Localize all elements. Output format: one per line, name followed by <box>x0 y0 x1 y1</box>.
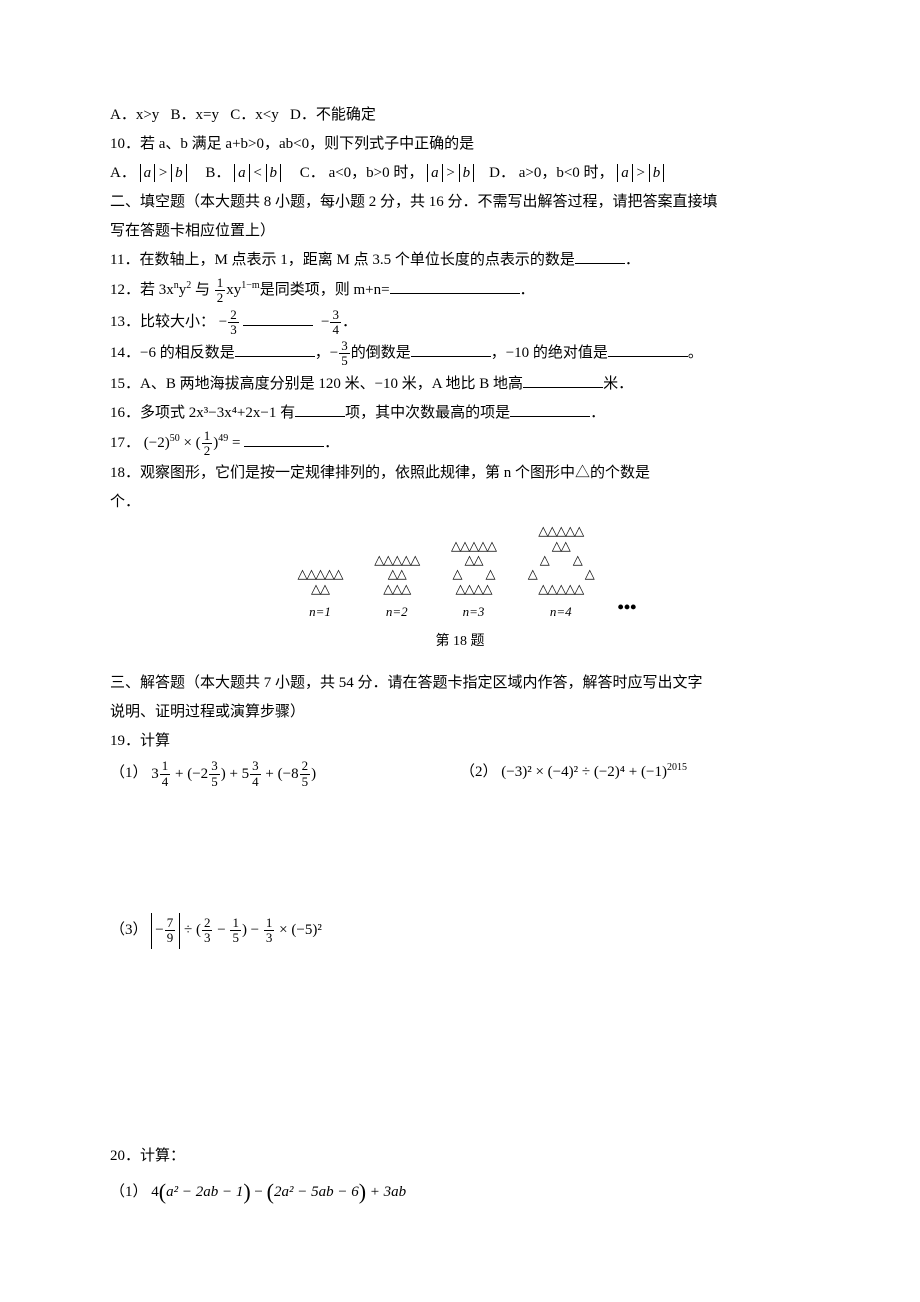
q15-a: 15．A、B 两地海拔高度分别是 120 米、−10 米，A 地比 B 地高 <box>110 376 523 392</box>
q16-a: 16．多项式 2x³−3x⁴+2x−1 有 <box>110 405 295 421</box>
q13-neg1: − <box>219 314 227 330</box>
q10-A-expr: a > b <box>140 165 187 181</box>
q10-C-text: a<0，b>0 时， <box>329 165 424 181</box>
q14-a: 14．−6 的相反数是 <box>110 345 235 361</box>
q19: 19．计算 <box>110 728 810 755</box>
q18-figure: △△△△△ △△ n=1 △△△△△ △△ △△△ n=2 △△△△△ △△ △… <box>110 524 810 623</box>
q13-f1: 23 <box>228 308 239 338</box>
q15: 15．A、B 两地海拔高度分别是 120 米、−10 米，A 地比 B 地高 米． <box>110 371 810 398</box>
q18-b: 个． <box>110 489 810 516</box>
q18-caption: 第 18 题 <box>110 629 810 654</box>
q19-row: （1） 314 + (−235) + 534 + (−825) （2） (−3)… <box>110 757 810 791</box>
q13-f2: 34 <box>330 308 341 338</box>
q19-2: （2） (−3)² × (−4)² ÷ (−2)⁴ + (−1)2015 <box>460 759 810 789</box>
q20: 20．计算： <box>110 1143 810 1170</box>
q12-a: 12．若 3x <box>110 282 174 298</box>
q13: 13．比较大小： −23 −34． <box>110 308 810 338</box>
q19-1: （1） 314 + (−235) + 534 + (−825) <box>110 759 460 789</box>
q12-e: 是同类项，则 m+n= <box>260 282 390 298</box>
q20-1: （1） 4(a² − 2ab − 1) − (2a² − 5ab − 6) + … <box>110 1172 810 1212</box>
q19-3: （3） −79 ÷ (23 − 15) − 13 × (−5)² <box>110 913 810 949</box>
q16: 16．多项式 2x³−3x⁴+2x−1 有 项，其中次数最高的项是 ． <box>110 400 810 427</box>
fig-n1: △△△△△ △△ n=1 <box>298 567 343 623</box>
q13-end: ． <box>342 314 357 330</box>
q13-blank <box>243 310 313 326</box>
q19-3-label: （3） <box>110 922 148 938</box>
q20-1-expr: 4(a² − 2ab − 1) − (2a² − 5ab − 6) + 3ab <box>151 1184 406 1200</box>
q17-expr: (−2)50 × (12)49 = <box>144 435 244 451</box>
q10-B-label: B． <box>205 165 230 181</box>
q10-options: A． a > b B． a < b C． a<0，b>0 时， a > b D．… <box>110 160 810 187</box>
q19-2-label: （2） <box>460 764 498 780</box>
q14-end: 。 <box>688 345 703 361</box>
q9-optA: A．x>y <box>110 107 159 123</box>
q10-C-label: C． <box>300 165 325 181</box>
q11: 11．在数轴上，M 点表示 1，距离 M 点 3.5 个单位长度的点表示的数是 ． <box>110 247 810 274</box>
q10-D-expr: a > b <box>617 165 664 181</box>
fig-n4: △△△△△ △△ △ △ △ △ △△△△△ n=4 <box>528 524 594 623</box>
q9-optC: C．x<y <box>230 107 278 123</box>
q10-D-text: a>0，b<0 时， <box>519 165 614 181</box>
q17: 17． (−2)50 × (12)49 = ． <box>110 429 810 459</box>
q19-1-expr: 314 + (−235) + 534 + (−825) <box>151 766 316 782</box>
q16-b: 项，其中次数最高的项是 <box>345 405 510 421</box>
q9-optD: D．不能确定 <box>290 107 376 123</box>
q17-end: ． <box>324 435 339 451</box>
q14-blank1 <box>235 341 315 357</box>
sec3-head2: 说明、证明过程或演算步骤） <box>110 699 810 726</box>
q9-optB: B．x=y <box>171 107 219 123</box>
q12-d: xy <box>226 282 241 298</box>
q15-b: 米． <box>603 376 633 392</box>
q12-end: ． <box>520 282 535 298</box>
q13-neg2: − <box>321 314 329 330</box>
q12-blank <box>390 278 520 294</box>
q19-1-label: （1） <box>110 766 148 782</box>
q19-2-expr: (−3)² × (−4)² ÷ (−2)⁴ + (−1)2015 <box>501 764 687 780</box>
q19-3-expr: −79 ÷ (23 − 15) − 13 × (−5)² <box>151 922 322 938</box>
q10-B-expr: a < b <box>234 165 281 181</box>
q12-frac: 12 <box>215 276 226 306</box>
q11-end: ． <box>625 252 640 268</box>
q17-blank <box>244 431 324 447</box>
q14-c: ，−10 的绝对值是 <box>491 345 608 361</box>
q10-C-expr: a > b <box>427 165 474 181</box>
q14-b: ，− <box>315 345 338 361</box>
q14-blank3 <box>608 341 688 357</box>
q9-options: A．x>y B．x=y C．x<y D．不能确定 <box>110 102 810 129</box>
q14-frac: 35 <box>339 339 350 369</box>
q11-blank <box>575 248 625 264</box>
fig-n3: △△△△△ △△ △ △ △△△△ n=3 <box>451 539 496 624</box>
q14-blank2 <box>411 341 491 357</box>
q10-stem: 10．若 a、b 满足 a+b>0，ab<0，则下列式子中正确的是 <box>110 131 810 158</box>
q12-sup-1m: 1−m <box>241 280 259 291</box>
sec3-head1: 三、解答题（本大题共 7 小题，共 54 分．请在答题卡指定区域内作答，解答时应… <box>110 670 810 697</box>
q18-a: 18．观察图形，它们是按一定规律排列的，依照此规律，第 n 个图形中△的个数是 <box>110 460 810 487</box>
q14: 14．−6 的相反数是 ，−35的倒数是 ，−10 的绝对值是 。 <box>110 339 810 369</box>
q11-text: 11．在数轴上，M 点表示 1，距离 M 点 3.5 个单位长度的点表示的数是 <box>110 252 575 268</box>
q16-blank1 <box>295 401 345 417</box>
fig-n2: △△△△△ △△ △△△ n=2 <box>374 553 419 623</box>
q12: 12．若 3xny2 与 12xy1−m是同类项，则 m+n=． <box>110 276 810 306</box>
q17-a: 17． <box>110 435 140 451</box>
q16-end: ． <box>590 405 605 421</box>
q16-blank2 <box>510 401 590 417</box>
q10-D-label: D． <box>489 165 515 181</box>
fig-dots: ••• <box>618 591 637 623</box>
q20-1-label: （1） <box>110 1184 148 1200</box>
q10-A-label: A． <box>110 165 136 181</box>
q14-b2: 的倒数是 <box>351 345 411 361</box>
sec2-head1: 二、填空题（本大题共 8 小题，每小题 2 分，共 16 分．不需写出解答过程，… <box>110 189 810 216</box>
q15-blank <box>523 372 603 388</box>
q13-a: 13．比较大小： <box>110 314 215 330</box>
sec2-head2: 写在答题卡相应位置上） <box>110 218 810 245</box>
q12-c: 与 <box>191 282 214 298</box>
